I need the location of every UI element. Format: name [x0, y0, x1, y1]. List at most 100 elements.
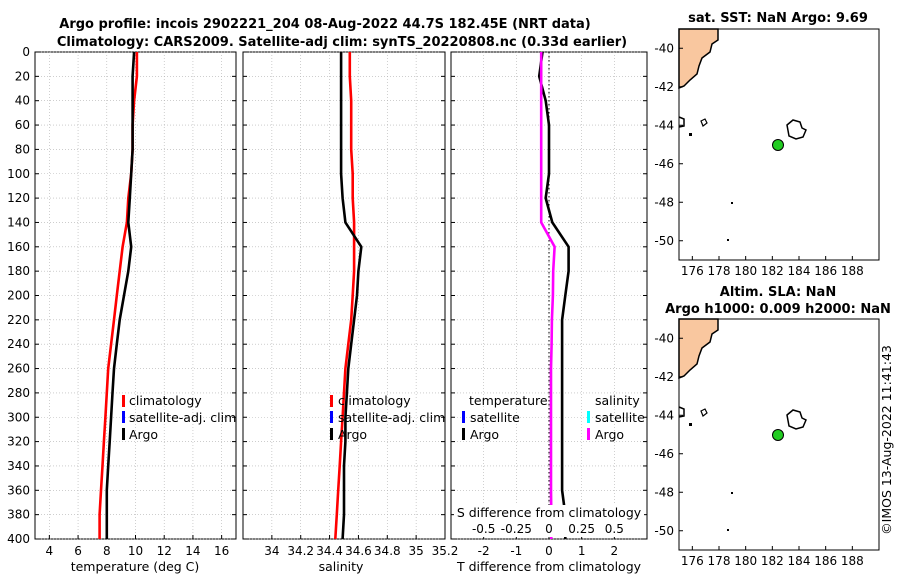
- ytick-label: 80: [15, 142, 30, 156]
- salinity-xlabel: salinity: [319, 559, 364, 574]
- sst-map-xticks: 176 178 180 182 184 186 188: [681, 256, 864, 278]
- legend-swatch-s-argo: [587, 428, 590, 440]
- legend-label-argo: Argo: [338, 427, 367, 442]
- s-diff-tick-label: -0.25: [501, 522, 532, 536]
- ytick-label: 20: [15, 69, 30, 83]
- lon-tick-label: 180: [734, 554, 757, 568]
- legend-swatch-satellite: [330, 411, 333, 423]
- lat-tick-label: -40: [654, 331, 674, 345]
- island-chatham: [786, 409, 807, 430]
- xtick-label: 1: [578, 544, 586, 558]
- island-dot: [727, 529, 729, 531]
- lon-tick-label: 182: [761, 554, 784, 568]
- lon-tick-label: 182: [761, 264, 784, 278]
- temperature-legend: climatology satellite-adj. clim Argo: [122, 393, 236, 442]
- legend-label-satellite: satellite-adj. clim: [129, 410, 236, 425]
- coastline-edge: [678, 116, 685, 128]
- ytick-label: 220: [7, 313, 30, 327]
- series-line-s-diff-argo-: [539, 52, 556, 539]
- ytick-label: 100: [7, 167, 30, 181]
- temperature-xticks: 4 6 8 10 12 14 16: [46, 535, 229, 558]
- temperature-grid: [35, 51, 236, 540]
- legend-swatch-argo: [330, 428, 333, 440]
- ytick-label: 0: [22, 45, 30, 59]
- lat-tick-label: -40: [654, 41, 674, 55]
- ytick-label: 260: [7, 362, 30, 376]
- lon-tick-label: 184: [788, 554, 811, 568]
- legend-swatch-climatology: [122, 395, 125, 407]
- ytick-label: 40: [15, 94, 30, 108]
- series-line-argo: [105, 51, 136, 539]
- lat-tick-label: -48: [654, 195, 674, 209]
- figure-title-line1: Argo profile: incois 2902221_204 08-Aug-…: [59, 17, 590, 32]
- xtick-label: 35.2: [432, 544, 459, 558]
- lon-tick-label: 186: [814, 554, 837, 568]
- series-line-climatology: [334, 52, 356, 540]
- difference-xlabel: T difference from climatology: [456, 559, 642, 574]
- difference-legend: temperature satellite Argo salinity sate…: [462, 393, 645, 442]
- figure-title-line2: Climatology: CARS2009. Satellite-adj cli…: [57, 35, 627, 50]
- xtick-label: 2: [611, 544, 619, 558]
- legend-label-argo: Argo: [129, 427, 158, 442]
- ytick-label: 60: [15, 118, 30, 132]
- ytick-label: 360: [7, 483, 30, 497]
- s-difference-axis-label: S difference from climatology: [457, 505, 642, 520]
- lon-tick-label: 186: [814, 264, 837, 278]
- sla-map-title-line2: Argo h1000: 0.009 h2000: NaN: [665, 302, 891, 317]
- xtick-label: 10: [128, 544, 143, 558]
- island-dot: [731, 202, 733, 204]
- island-small: [700, 118, 708, 127]
- ytick-label: 340: [7, 459, 30, 473]
- legend-label-climatology: climatology: [338, 393, 411, 408]
- lon-tick-label: 178: [708, 554, 731, 568]
- land-mass: [678, 28, 719, 90]
- s-diff-tick-label: 0.25: [568, 522, 595, 536]
- legend-label-t-argo: Argo: [470, 427, 499, 442]
- s-difference-axis-box: [454, 505, 644, 537]
- land-mass: [678, 318, 719, 380]
- legend-swatch-s-satellite: [587, 411, 590, 423]
- lat-tick-label: -48: [654, 485, 674, 499]
- xtick-label: 35: [409, 544, 424, 558]
- legend-swatch-t-satellite: [462, 411, 465, 423]
- lon-tick-label: 188: [841, 554, 864, 568]
- lon-tick-label: 176: [681, 554, 704, 568]
- salinity-legend: climatology satellite-adj. clim Argo: [330, 393, 445, 442]
- legend-swatch-argo: [122, 428, 125, 440]
- lat-tick-label: -50: [654, 234, 674, 248]
- difference-profile-plot: -2 -1 0 1 2 T difference from climatology S …: [450, 51, 648, 574]
- ytick-label: 380: [7, 508, 30, 522]
- xtick-label: 34: [264, 544, 279, 558]
- xtick-label: 16: [214, 544, 229, 558]
- ytick-label: 300: [7, 410, 30, 424]
- sla-map-xticks: 176 178 180 182 184 186 188: [681, 546, 864, 568]
- lat-tick-label: -42: [654, 80, 674, 94]
- ytick-label: 280: [7, 386, 30, 400]
- xtick-label: -1: [510, 544, 522, 558]
- island-small: [700, 408, 708, 417]
- sst-map-yticks: -40 -42 -44 -46 -48 -50: [654, 41, 683, 248]
- lon-tick-label: 178: [708, 264, 731, 278]
- lat-tick-label: -46: [654, 447, 674, 461]
- legend-label-satellite: satellite-adj. clim: [338, 410, 445, 425]
- island-dot: [689, 133, 692, 136]
- lon-tick-label: 184: [788, 264, 811, 278]
- xtick-label: 34.4: [316, 544, 343, 558]
- xtick-label: 12: [157, 544, 172, 558]
- salinity-grid: [243, 51, 445, 540]
- lat-tick-label: -42: [654, 370, 674, 384]
- lat-tick-label: -44: [654, 408, 674, 422]
- ytick-label: 200: [7, 289, 30, 303]
- island-dot: [731, 492, 733, 494]
- s-difference-ticks: -0.5 -0.25 0 0.25 0.5: [472, 522, 624, 536]
- sla-map-yticks: -40 -42 -44 -46 -48 -50: [654, 331, 683, 538]
- series-line-t-diff-argo-: [537, 51, 570, 539]
- xtick-label: 6: [74, 544, 82, 558]
- legend-label-s-satellite: satellite: [595, 410, 645, 425]
- legend-swatch-t-argo: [462, 428, 465, 440]
- salinity-xticks: 34 34.2 34.4 34.6 34.8 35 35.2: [264, 535, 458, 558]
- ytick-label: 140: [7, 215, 30, 229]
- island-chatham: [786, 119, 807, 140]
- xtick-label: 34.8: [374, 544, 401, 558]
